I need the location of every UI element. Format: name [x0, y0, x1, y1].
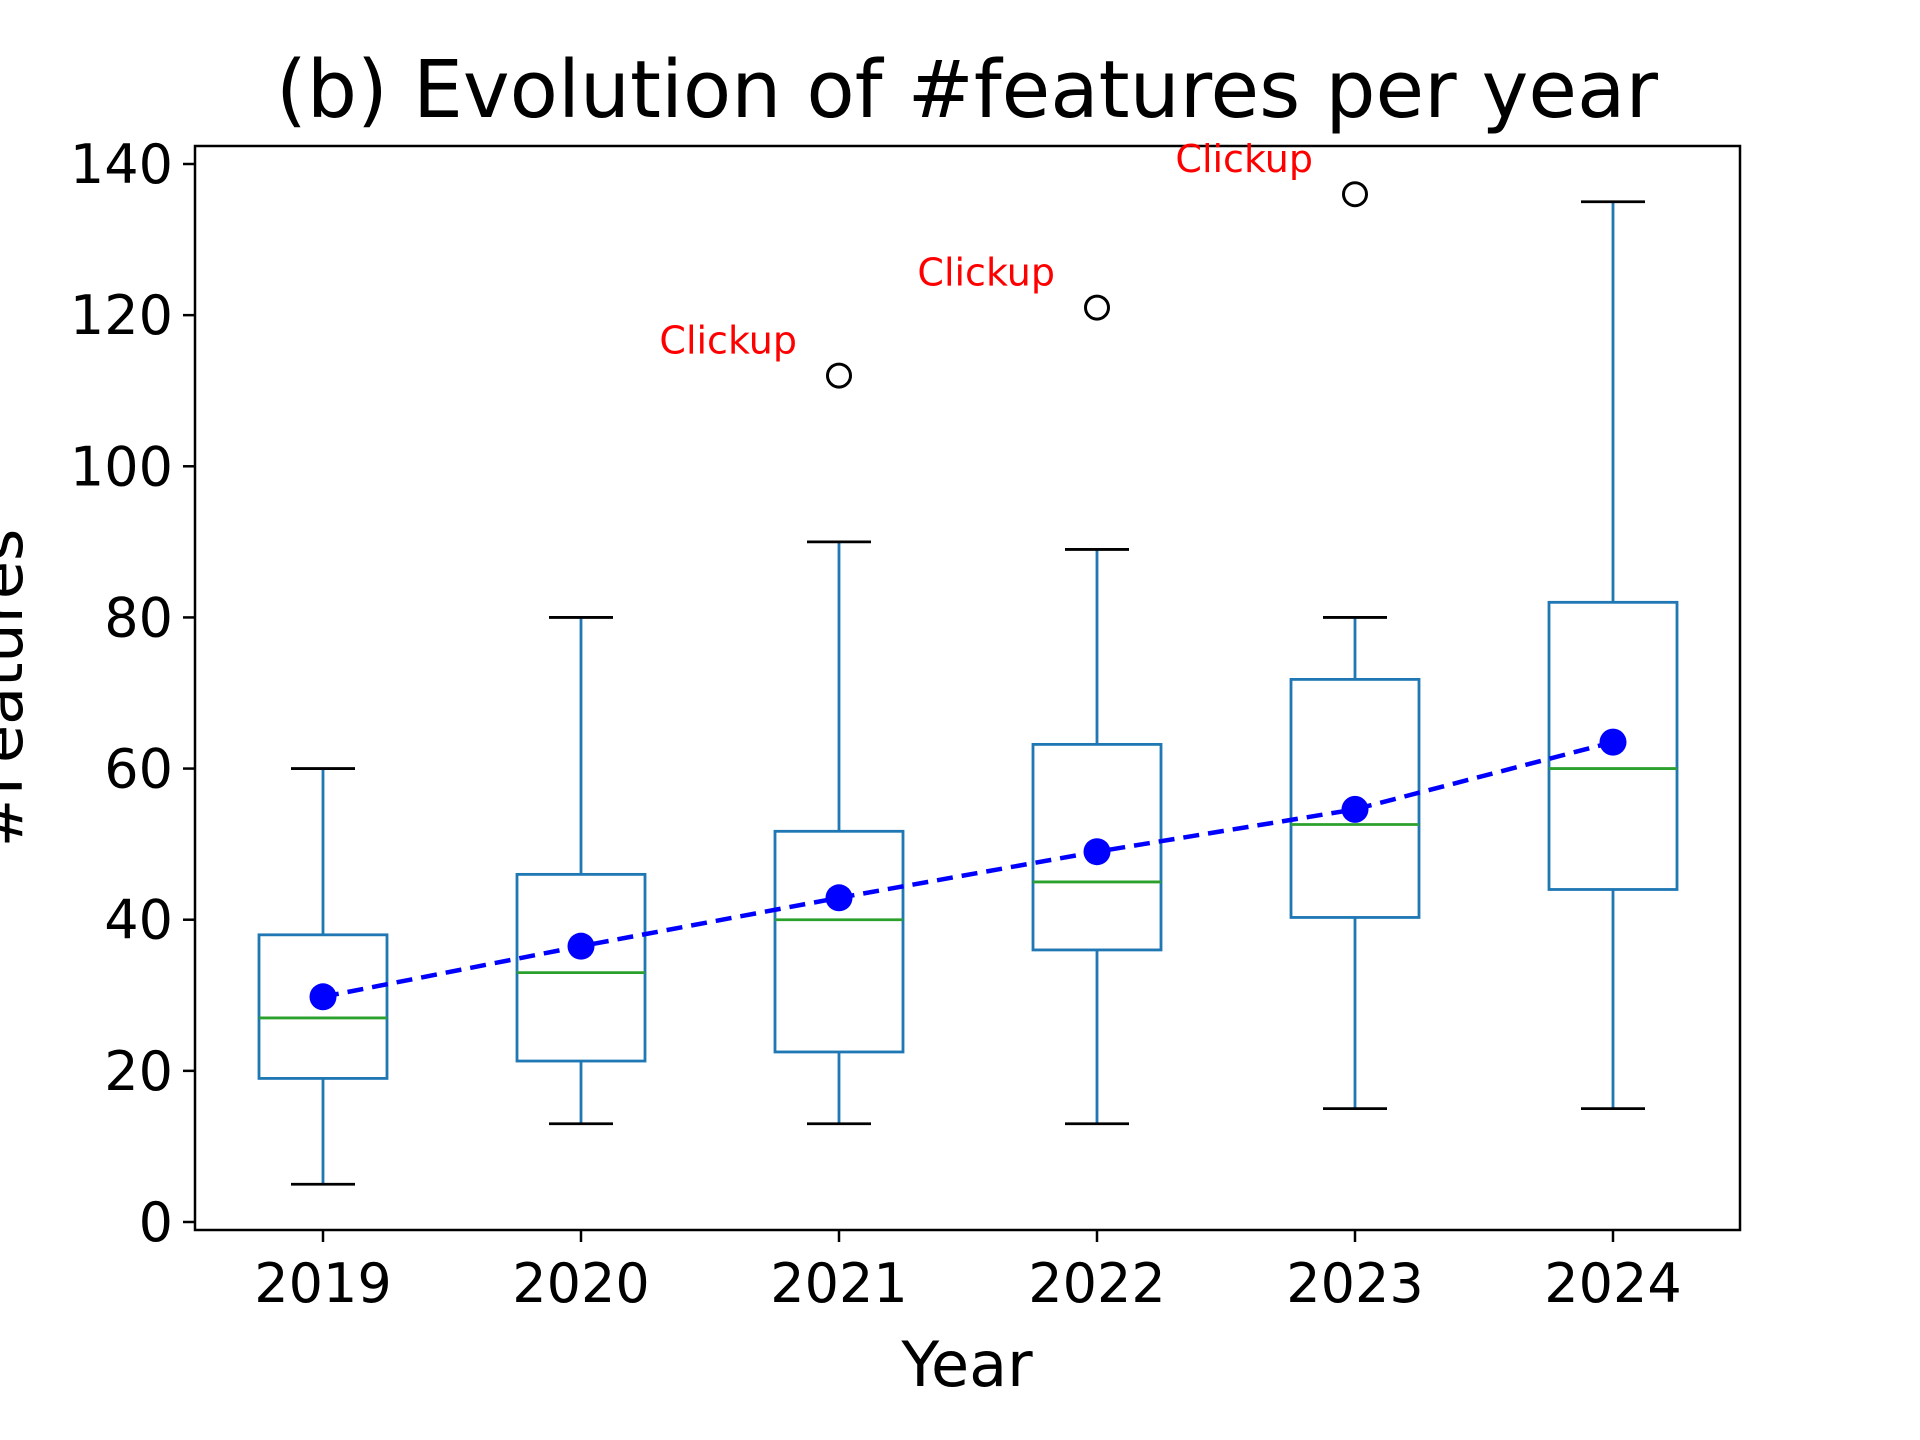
y-axis: 0 20 40 60 80 100 120 140: [70, 133, 195, 1254]
outlier-annotation: Clickup: [1175, 137, 1313, 181]
x-axis: 2019 2020 2021 2022 2023 2024: [254, 1230, 1682, 1315]
y-tick-label: 0: [139, 1191, 173, 1254]
x-tick-label: 2021: [770, 1252, 907, 1315]
box-2023: [1289, 616, 1421, 1111]
x-tick-label: 2024: [1544, 1252, 1681, 1315]
box-2020: [515, 616, 647, 1126]
y-tick-label: 140: [70, 133, 173, 196]
outlier-point: [1084, 294, 1110, 321]
x-tick-label: 2023: [1286, 1252, 1423, 1315]
box-2022: [1031, 548, 1163, 1126]
mean-point: [1083, 838, 1111, 866]
y-axis-label: #Features: [0, 529, 37, 848]
y-tick-label: 80: [104, 586, 173, 649]
x-tick-label: 2019: [254, 1252, 391, 1315]
outlier-annotation: Clickup: [659, 319, 797, 363]
mean-point: [1341, 795, 1369, 823]
chart-title: (b) Evolution of #features per year: [276, 44, 1658, 136]
box-iqr: [515, 872, 647, 1063]
mean-trend-line: [322, 739, 1614, 1000]
outlier-point: [1342, 181, 1368, 208]
box-2019: [257, 767, 389, 1186]
mean-trend-layer: [309, 728, 1627, 1011]
outlier-point: [826, 362, 852, 389]
plot-frame: [193, 144, 1742, 1232]
box-iqr: [773, 829, 905, 1054]
y-tick-label: 40: [104, 889, 173, 952]
box-2021: [773, 540, 905, 1126]
outliers-layer: [826, 181, 1368, 389]
outlier-annotation: Clickup: [917, 251, 1055, 295]
y-tick-label: 100: [70, 435, 173, 498]
mean-point: [567, 932, 595, 960]
y-tick-label: 120: [70, 284, 173, 347]
boxes-layer: [257, 200, 1679, 1186]
mean-point: [309, 983, 337, 1011]
y-tick-label: 60: [104, 738, 173, 801]
x-axis-label: Year: [900, 1328, 1033, 1401]
box-2024: [1547, 200, 1679, 1111]
annotations-layer: Clickup Clickup Clickup: [659, 137, 1313, 362]
y-tick-label: 20: [104, 1040, 173, 1103]
mean-point: [1599, 728, 1627, 756]
x-tick-label: 2022: [1028, 1252, 1165, 1315]
x-tick-label: 2020: [512, 1252, 649, 1315]
mean-point: [825, 884, 853, 912]
